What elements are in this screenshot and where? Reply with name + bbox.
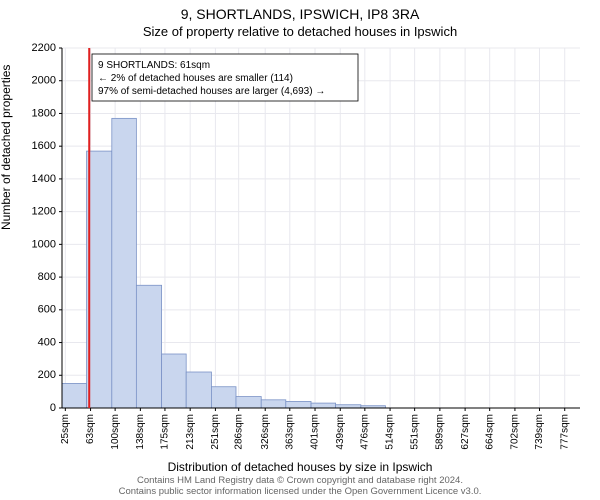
y-tick-label: 1800 <box>32 107 56 119</box>
histogram-bar <box>211 387 236 408</box>
histogram-bar <box>286 401 311 408</box>
x-tick-label: 363sqm <box>284 414 295 450</box>
y-tick-label: 800 <box>38 271 56 283</box>
y-axis-label: Number of detached properties <box>0 65 13 230</box>
x-tick-label: 514sqm <box>385 414 396 450</box>
y-tick-label: 400 <box>38 336 56 348</box>
x-axis-label: Distribution of detached houses by size … <box>0 460 600 474</box>
histogram-bar <box>236 397 261 408</box>
x-tick-label: 739sqm <box>534 414 545 450</box>
histogram-bar <box>87 151 112 408</box>
annotation-line: ← 2% of detached houses are smaller (114… <box>98 73 293 84</box>
annotation-line: 9 SHORTLANDS: 61sqm <box>98 60 210 71</box>
x-tick-label: 702sqm <box>510 414 521 450</box>
y-tick-label: 2200 <box>32 42 56 54</box>
y-tick-label: 200 <box>38 369 56 381</box>
x-tick-label: 213sqm <box>185 414 196 450</box>
x-tick-label: 138sqm <box>135 414 146 450</box>
y-tick-label: 1000 <box>32 238 56 250</box>
y-tick-label: 1200 <box>32 206 56 218</box>
histogram-bar <box>62 383 87 408</box>
chart-title-sub: Size of property relative to detached ho… <box>0 24 600 39</box>
histogram-bar <box>311 403 336 408</box>
chart-svg: 0200400600800100012001400160018002000220… <box>62 48 580 408</box>
x-tick-label: 589sqm <box>435 414 446 450</box>
x-tick-label: 286sqm <box>233 414 244 450</box>
x-tick-label: 777sqm <box>559 414 570 450</box>
y-tick-label: 600 <box>38 304 56 316</box>
x-tick-label: 175sqm <box>160 414 171 450</box>
y-tick-label: 2000 <box>32 75 56 87</box>
x-tick-label: 401sqm <box>310 414 321 450</box>
histogram-bar <box>261 400 286 408</box>
x-tick-label: 25sqm <box>60 414 71 444</box>
y-tick-label: 0 <box>50 402 56 414</box>
x-tick-label: 476sqm <box>359 414 370 450</box>
x-tick-label: 100sqm <box>110 414 121 450</box>
x-tick-label: 627sqm <box>460 414 471 450</box>
x-tick-label: 63sqm <box>85 414 96 444</box>
histogram-bar <box>162 354 187 408</box>
x-tick-label: 439sqm <box>335 414 346 450</box>
histogram-bar <box>112 118 137 408</box>
y-tick-label: 1400 <box>32 173 56 185</box>
chart-plot-area: 0200400600800100012001400160018002000220… <box>62 48 580 408</box>
footer-line-2: Contains public sector information licen… <box>0 487 600 498</box>
histogram-bar <box>136 285 161 408</box>
x-tick-label: 326sqm <box>260 414 271 450</box>
annotation-line: 97% of semi-detached houses are larger (… <box>98 86 325 97</box>
chart-title-main: 9, SHORTLANDS, IPSWICH, IP8 3RA <box>0 6 600 22</box>
histogram-bar <box>186 372 211 408</box>
footer-attribution: Contains HM Land Registry data © Crown c… <box>0 476 600 498</box>
x-tick-label: 551sqm <box>409 414 420 450</box>
x-tick-label: 251sqm <box>210 414 221 450</box>
y-tick-label: 1600 <box>32 140 56 152</box>
x-tick-label: 664sqm <box>484 414 495 450</box>
